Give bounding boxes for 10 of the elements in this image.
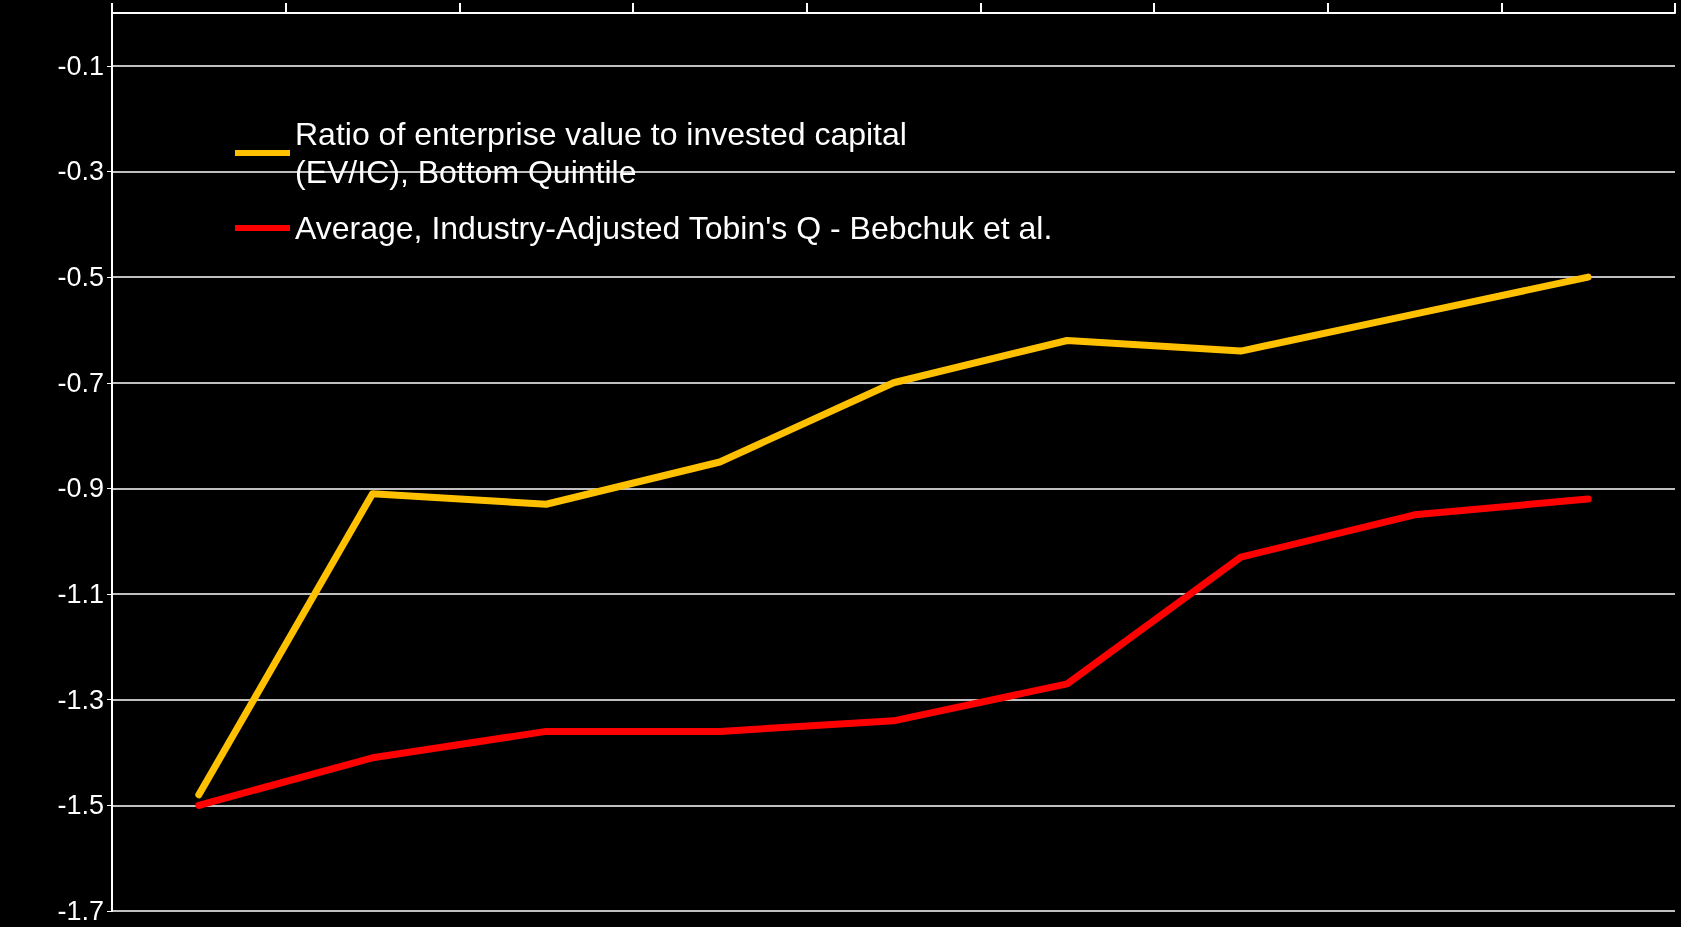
y-tick-label: -0.7 (57, 367, 104, 398)
y-tick-label: -0.9 (57, 473, 104, 504)
y-tick-label: -1.3 (57, 684, 104, 715)
y-tick-label: -1.5 (57, 790, 104, 821)
y-tick-label: -1.1 (57, 579, 104, 610)
y-tick-label: -0.3 (57, 156, 104, 187)
y-tick-label: -0.1 (57, 50, 104, 81)
y-tick-label: -0.5 (57, 262, 104, 293)
legend-label: Average, Industry-Adjusted Tobin's Q - Bebchuk et al. (295, 210, 1053, 246)
y-tick-label: -1.7 (57, 896, 104, 926)
